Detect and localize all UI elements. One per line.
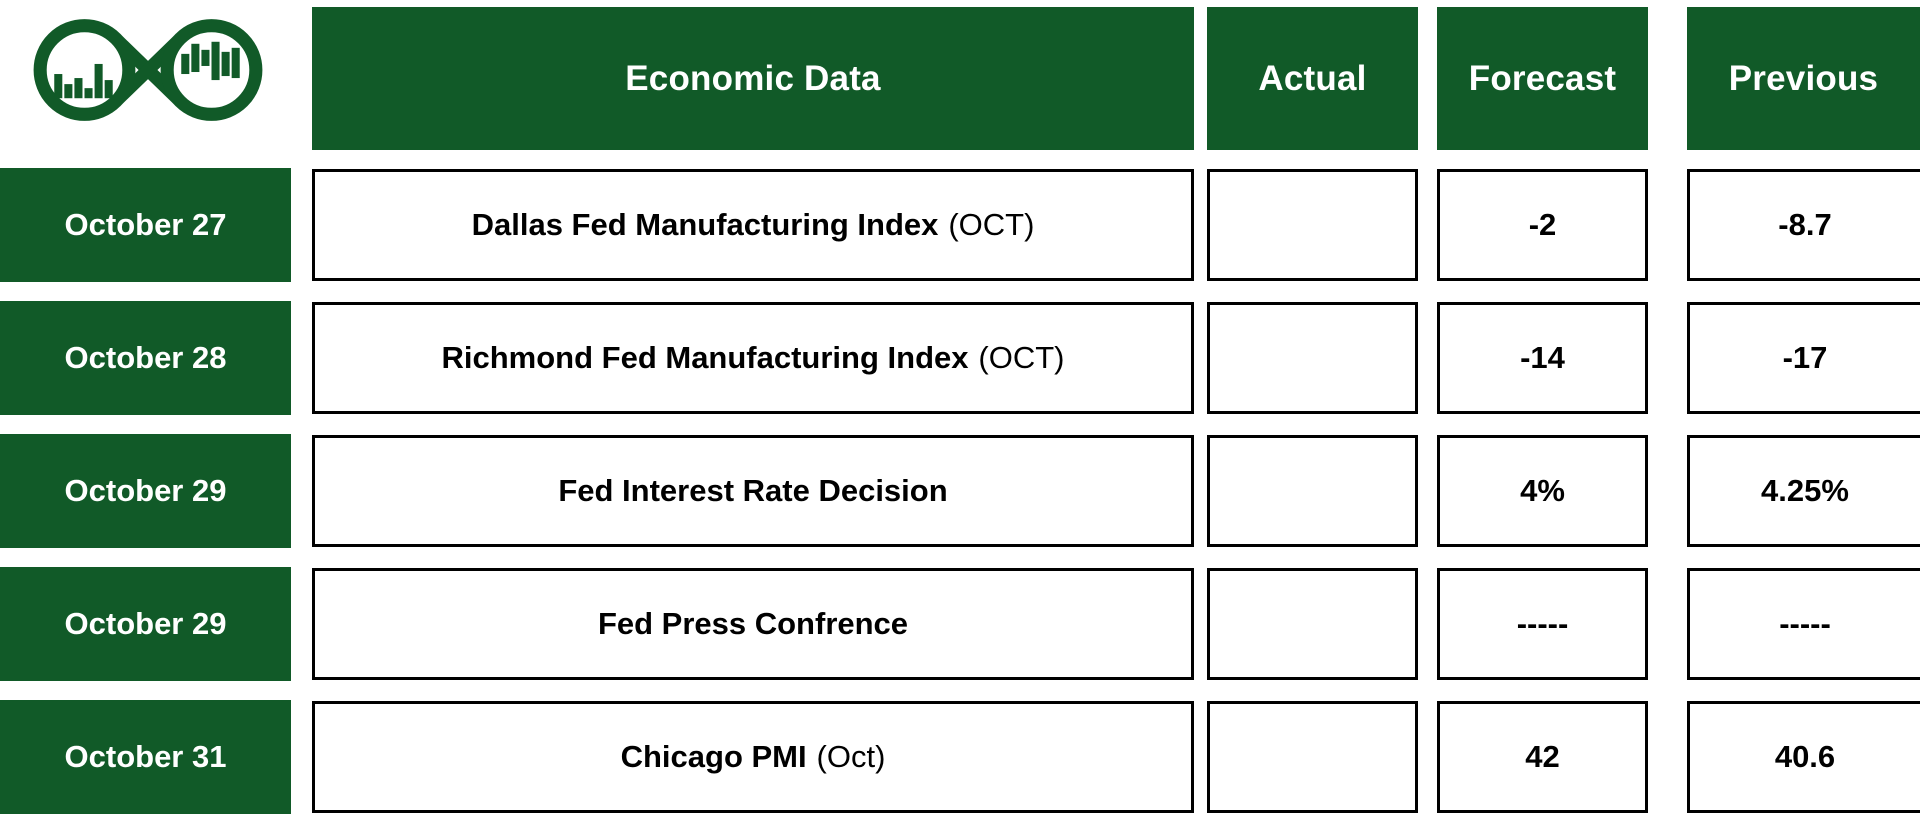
infinity-bar-chart-logo: [33, 19, 263, 121]
table-row: October 29 Fed Interest Rate Decision 4%…: [0, 434, 1920, 548]
event-name: Dallas Fed Manufacturing Index: [471, 207, 939, 242]
previous-cell: -----: [1687, 568, 1920, 680]
date-badge: October 29: [0, 434, 291, 548]
event-cell: Dallas Fed Manufacturing Index (OCT): [312, 169, 1194, 281]
forecast-cell: 4%: [1437, 435, 1648, 547]
event-cell: Fed Press Confrence: [312, 568, 1194, 680]
column-header-forecast: Forecast: [1437, 7, 1648, 150]
event-cell: Richmond Fed Manufacturing Index (OCT): [312, 302, 1194, 414]
previous-cell: 40.6: [1687, 701, 1920, 813]
event-name: Chicago PMI: [620, 739, 807, 774]
left-bars-icon: [54, 63, 113, 99]
date-badge: October 28: [0, 301, 291, 415]
actual-cell: [1207, 701, 1418, 813]
actual-cell: [1207, 302, 1418, 414]
previous-cell: -8.7: [1687, 169, 1920, 281]
actual-cell: [1207, 568, 1418, 680]
event-cell: Chicago PMI (Oct): [312, 701, 1194, 813]
column-header-actual: Actual: [1207, 7, 1418, 150]
date-badge: October 31: [0, 700, 291, 814]
actual-cell: [1207, 435, 1418, 547]
event-name: Fed Press Confrence: [597, 606, 909, 641]
table-row: October 28 Richmond Fed Manufacturing In…: [0, 301, 1920, 415]
column-header-economic-data: Economic Data: [312, 7, 1194, 150]
event-name: Richmond Fed Manufacturing Index: [441, 340, 969, 375]
event-period: (OCT): [948, 207, 1035, 242]
table-row: October 27 Dallas Fed Manufacturing Inde…: [0, 168, 1920, 282]
previous-cell: -17: [1687, 302, 1920, 414]
date-badge: October 29: [0, 567, 291, 681]
left-chart-circle: [33, 19, 136, 121]
event-period: (OCT): [978, 340, 1065, 375]
event-name: Fed Interest Rate Decision: [558, 473, 948, 508]
forecast-cell: -----: [1437, 568, 1648, 680]
event-cell: Fed Interest Rate Decision: [312, 435, 1194, 547]
event-period: (Oct): [816, 739, 886, 774]
actual-cell: [1207, 169, 1418, 281]
table-row: October 31 Chicago PMI (Oct) 42 40.6: [0, 700, 1920, 814]
right-bars-icon: [181, 41, 240, 81]
forecast-cell: -2: [1437, 169, 1648, 281]
forecast-cell: -14: [1437, 302, 1648, 414]
previous-cell: 4.25%: [1687, 435, 1920, 547]
date-badge: October 27: [0, 168, 291, 282]
forecast-cell: 42: [1437, 701, 1648, 813]
table-row: October 29 Fed Press Confrence ----- ---…: [0, 567, 1920, 681]
column-header-previous: Previous: [1687, 7, 1920, 150]
